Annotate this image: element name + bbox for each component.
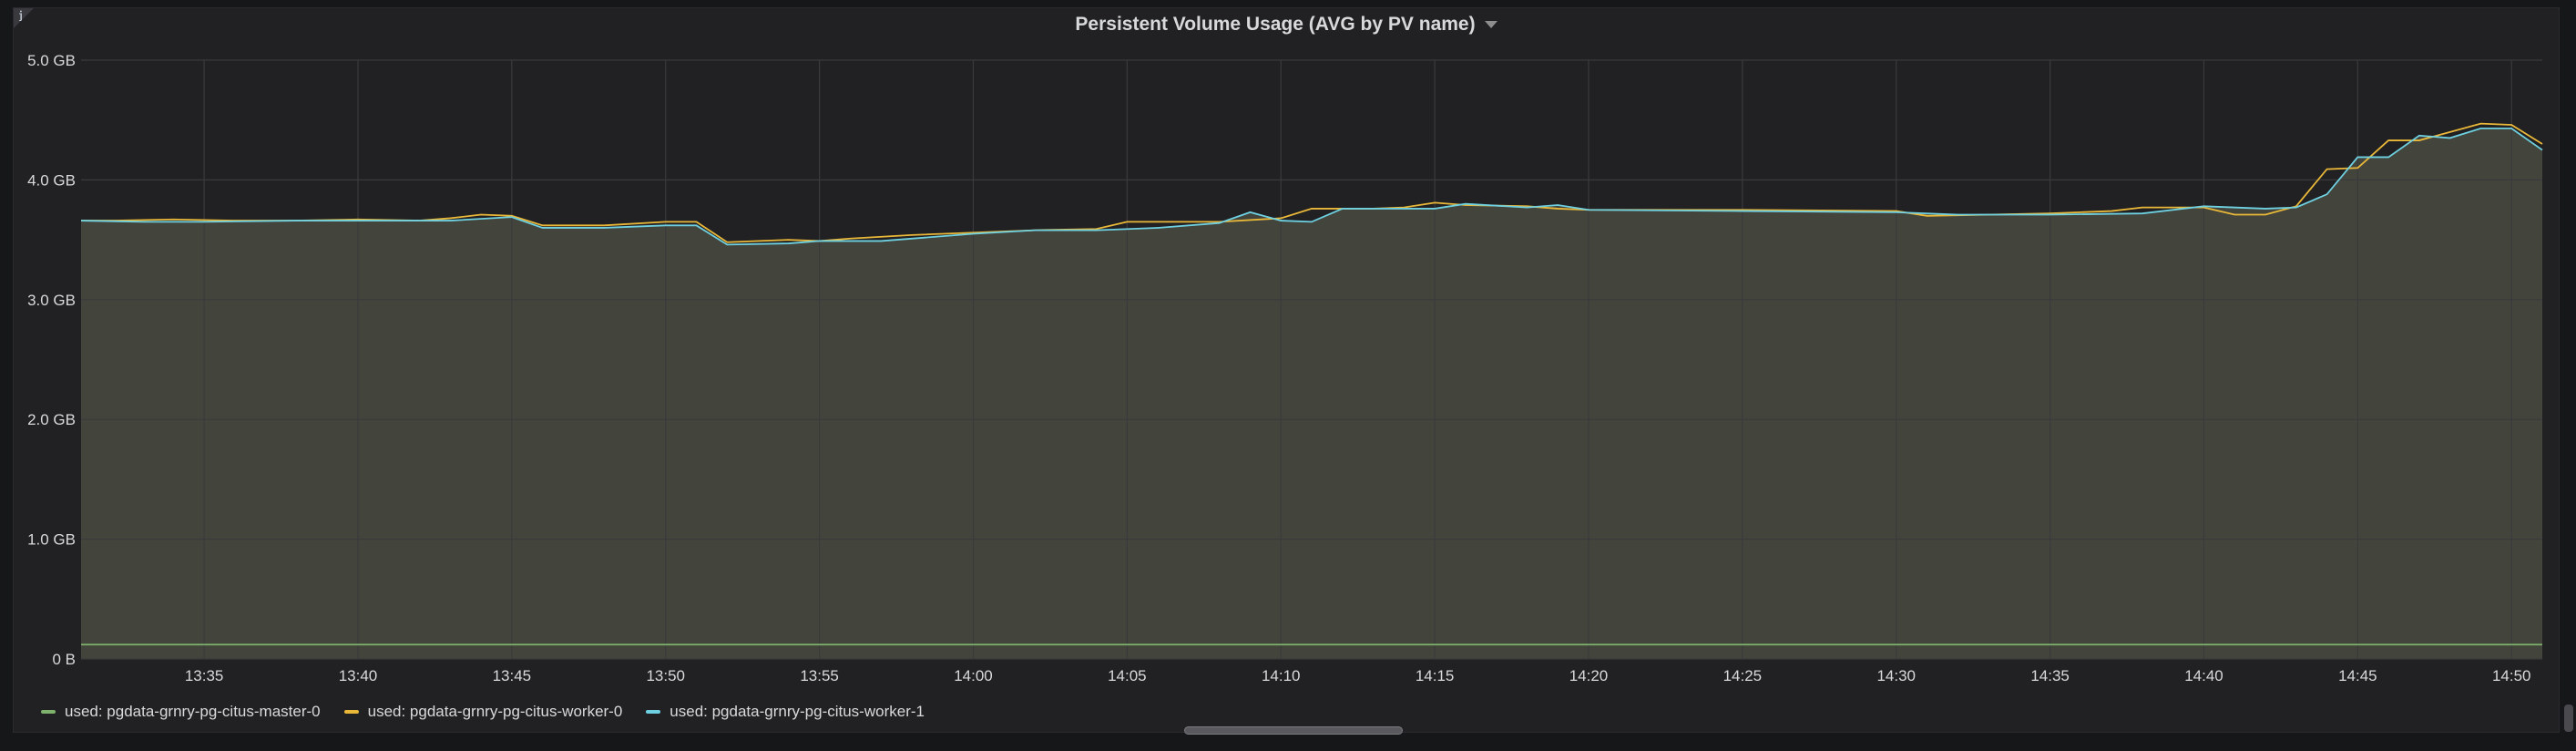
x-tick-label: 14:00 <box>954 667 993 684</box>
legend-scrollbar[interactable] <box>2564 705 2573 732</box>
legend-swatch-worker-1 <box>646 710 661 714</box>
horizontal-scrollbar[interactable] <box>1184 726 1403 735</box>
graph-panel: i Persistent Volume Usage (AVG by PV nam… <box>13 7 2573 733</box>
legend-label-worker-0: used: pgdata-grnry-pg-citus-worker-0 <box>367 703 623 720</box>
x-tick-label: 13:55 <box>800 667 839 684</box>
x-tick-label: 13:50 <box>646 667 685 684</box>
x-tick-label: 14:45 <box>2338 667 2377 684</box>
legend-swatch-master-0 <box>41 710 56 714</box>
usage-chart: 0 B 1.0 GB 2.0 GB 3.0 GB 4.0 GB 5.0 GB 13:35 13… <box>27 52 2543 684</box>
y-tick-label: 3.0 GB <box>27 292 76 309</box>
legend-item-worker-1[interactable]: used: pgdata-grnry-pg-citus-worker-1 <box>646 703 925 721</box>
y-tick-label: 5.0 GB <box>27 52 76 69</box>
chevron-down-icon[interactable] <box>1484 21 1498 29</box>
y-tick-label: 4.0 GB <box>27 171 76 189</box>
x-tick-label: 13:45 <box>493 667 532 684</box>
x-tick-label: 14:10 <box>1262 667 1301 684</box>
panel-title[interactable]: Persistent Volume Usage (AVG by PV name) <box>14 14 2559 36</box>
chart-legend: used: pgdata-grnry-pg-citus-master-0 use… <box>41 703 925 721</box>
y-tick-label: 0 B <box>52 651 76 668</box>
x-tick-label: 14:20 <box>1569 667 1609 684</box>
x-tick-label: 14:05 <box>1108 667 1147 684</box>
legend-swatch-worker-0 <box>343 710 359 714</box>
panel-title-text: Persistent Volume Usage (AVG by PV name) <box>1075 14 1476 35</box>
x-tick-label: 14:30 <box>1876 667 1916 684</box>
legend-label-worker-1: used: pgdata-grnry-pg-citus-worker-1 <box>670 703 925 720</box>
x-tick-label: 13:40 <box>339 667 378 684</box>
x-tick-label: 14:15 <box>1416 667 1455 684</box>
series-line-2 <box>80 127 2543 246</box>
area-fill <box>81 128 2542 659</box>
legend-item-worker-0[interactable]: used: pgdata-grnry-pg-citus-worker-0 <box>343 703 623 721</box>
x-tick-label: 14:35 <box>2030 667 2070 684</box>
y-tick-label: 2.0 GB <box>27 411 76 428</box>
legend-item-master-0[interactable]: used: pgdata-grnry-pg-citus-master-0 <box>41 703 321 721</box>
x-tick-label: 14:25 <box>1723 667 1763 684</box>
y-tick-label: 1.0 GB <box>27 531 76 549</box>
legend-label-master-0: used: pgdata-grnry-pg-citus-master-0 <box>65 703 321 720</box>
x-tick-label: 14:50 <box>2492 667 2531 684</box>
x-tick-label: 14:40 <box>2184 667 2223 684</box>
x-tick-label: 13:35 <box>185 667 224 684</box>
